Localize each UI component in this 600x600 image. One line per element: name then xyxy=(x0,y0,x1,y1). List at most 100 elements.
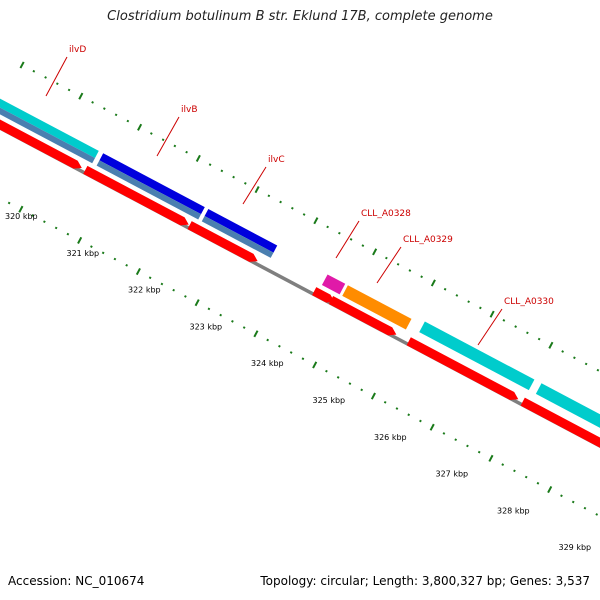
cds-CLL_A0329 xyxy=(328,296,397,336)
inner-tick xyxy=(194,299,200,307)
inner-tick xyxy=(524,475,528,479)
gene-label: ilvD xyxy=(69,45,86,55)
outer-tick xyxy=(208,163,212,167)
gene-ilvC-shadow xyxy=(201,216,274,258)
cds-CLL_A0330 xyxy=(406,337,519,400)
outer-tick xyxy=(338,231,341,235)
outer-tick xyxy=(126,119,130,123)
inner-tick xyxy=(101,251,105,255)
inner-tick xyxy=(278,344,281,348)
inner-tick xyxy=(348,382,352,385)
inner-tick xyxy=(184,295,187,298)
outer-tick xyxy=(185,150,188,154)
outer-tick xyxy=(55,82,59,86)
outer-tick xyxy=(19,61,25,69)
outer-tick xyxy=(489,310,495,318)
genome-stats-text: Topology: circular; Length: 3,800,327 bp… xyxy=(260,574,590,588)
gene-ilvD-shadow xyxy=(0,107,96,164)
inner-tick xyxy=(172,288,176,292)
outer-tick xyxy=(514,325,517,328)
outer-tick xyxy=(102,107,106,110)
kbp-label: 329 kbp xyxy=(559,543,592,552)
inner-tick xyxy=(301,357,305,361)
inner-tick xyxy=(336,376,340,379)
outer-tick xyxy=(32,69,36,73)
outer-tick xyxy=(173,144,177,148)
gene-CLL_A0328 xyxy=(321,274,346,295)
gene-label: CLL_A0329 xyxy=(403,235,453,245)
gene-leader-line xyxy=(45,56,68,97)
inner-tick xyxy=(242,326,246,329)
outer-tick xyxy=(243,181,247,185)
outer-tick xyxy=(91,101,94,104)
map-title: Clostridium botulinum B str. Eklund 17B,… xyxy=(107,9,493,24)
kbp-label: 324 kbp xyxy=(251,359,284,368)
gene-ilvB-shadow xyxy=(96,160,202,220)
outer-tick xyxy=(573,356,576,360)
inner-tick xyxy=(43,220,46,224)
inner-tick xyxy=(360,388,364,392)
gene-CLL_A0329 xyxy=(342,285,412,330)
inner-tick xyxy=(125,263,129,267)
outer-tick xyxy=(114,113,118,117)
inner-tick xyxy=(383,400,387,404)
gene-label: ilvC xyxy=(268,155,285,165)
inner-tick xyxy=(135,267,141,276)
kbp-label: 321 kbp xyxy=(67,249,100,258)
inner-tick xyxy=(90,245,93,248)
gene-leader-line xyxy=(242,166,267,205)
outer-tick xyxy=(161,138,165,142)
outer-tick xyxy=(396,262,400,266)
inner-tick xyxy=(7,201,11,205)
outer-tick xyxy=(584,362,588,366)
outer-tick xyxy=(254,186,260,194)
outer-tick xyxy=(420,275,423,279)
inner-tick xyxy=(325,369,328,373)
kbp-label: 328 kbp xyxy=(497,506,530,515)
gene-leader-line xyxy=(335,220,360,259)
outer-tick xyxy=(149,132,153,135)
outer-tick xyxy=(502,319,506,322)
inner-tick xyxy=(289,351,293,354)
gene-ilvC xyxy=(204,208,278,253)
gene-label: CLL_A0328 xyxy=(361,209,411,219)
outer-tick xyxy=(195,154,201,162)
cds-ilvD xyxy=(0,119,82,169)
inner-tick xyxy=(54,226,58,230)
inner-tick xyxy=(207,307,211,311)
outer-tick xyxy=(537,337,541,341)
outer-tick xyxy=(137,123,143,131)
kbp-label: 325 kbp xyxy=(313,396,346,405)
inner-tick xyxy=(312,361,318,369)
gene-leader-line xyxy=(477,308,503,346)
gene-ilvD xyxy=(0,98,99,158)
gene-CLL_A0330 xyxy=(419,321,535,391)
inner-tick xyxy=(571,500,575,504)
inner-tick xyxy=(66,232,70,236)
inner-tick xyxy=(407,413,411,417)
cds-ilvB xyxy=(83,165,189,226)
outer-tick xyxy=(279,200,282,204)
outer-tick xyxy=(596,368,600,372)
outer-tick xyxy=(430,279,436,287)
outer-tick xyxy=(302,213,306,216)
inner-tick xyxy=(454,438,458,442)
kbp-label: 322 kbp xyxy=(128,286,161,295)
kbp-label: 326 kbp xyxy=(374,433,407,442)
inner-tick xyxy=(429,423,435,431)
inner-tick xyxy=(31,214,34,217)
inner-tick xyxy=(442,432,446,435)
cds-next xyxy=(520,397,600,448)
outer-tick xyxy=(220,169,224,173)
outer-tick xyxy=(67,88,71,92)
outer-tick xyxy=(291,206,294,210)
inner-tick xyxy=(501,463,505,466)
outer-tick xyxy=(326,225,329,229)
inner-tick xyxy=(370,392,376,400)
inner-tick xyxy=(488,454,494,462)
inner-tick xyxy=(583,506,587,510)
inner-tick xyxy=(419,419,422,423)
cds-ilvC xyxy=(187,221,258,262)
gene-label: CLL_A0330 xyxy=(504,297,554,307)
